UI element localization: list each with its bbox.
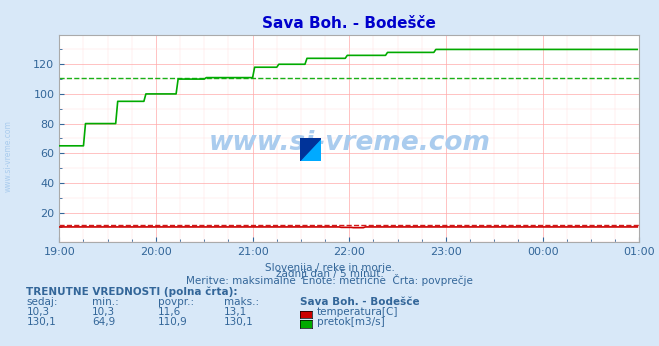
Text: sedaj:: sedaj: [26, 297, 58, 307]
Polygon shape [300, 138, 321, 161]
Text: TRENUTNE VREDNOSTI (polna črta):: TRENUTNE VREDNOSTI (polna črta): [26, 286, 238, 297]
Text: 130,1: 130,1 [26, 317, 56, 327]
Text: Meritve: maksimalne  Enote: metrične  Črta: povprečje: Meritve: maksimalne Enote: metrične Črta… [186, 274, 473, 286]
Text: 10,3: 10,3 [26, 307, 49, 317]
Text: 110,9: 110,9 [158, 317, 188, 327]
Text: 130,1: 130,1 [224, 317, 254, 327]
Text: 11,6: 11,6 [158, 307, 181, 317]
Text: www.si-vreme.com: www.si-vreme.com [4, 120, 13, 192]
Text: maks.:: maks.: [224, 297, 259, 307]
Text: temperatura[C]: temperatura[C] [317, 307, 399, 317]
Text: 13,1: 13,1 [224, 307, 247, 317]
Title: Sava Boh. - Bodešče: Sava Boh. - Bodešče [262, 16, 436, 31]
Text: www.si-vreme.com: www.si-vreme.com [208, 129, 490, 156]
Text: zadnji dan / 5 minut.: zadnji dan / 5 minut. [275, 270, 384, 280]
Text: Sava Boh. - Bodešče: Sava Boh. - Bodešče [300, 297, 420, 307]
Text: 64,9: 64,9 [92, 317, 115, 327]
Text: Slovenija / reke in morje.: Slovenija / reke in morje. [264, 263, 395, 273]
Text: min.:: min.: [92, 297, 119, 307]
Text: povpr.:: povpr.: [158, 297, 194, 307]
Text: pretok[m3/s]: pretok[m3/s] [317, 317, 385, 327]
Text: 10,3: 10,3 [92, 307, 115, 317]
Polygon shape [300, 138, 321, 161]
